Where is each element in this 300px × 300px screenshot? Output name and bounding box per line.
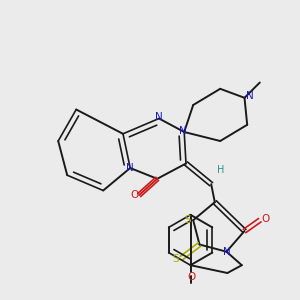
Text: O: O [188, 272, 196, 282]
Text: S: S [184, 214, 191, 225]
Text: O: O [261, 214, 269, 224]
Text: O: O [130, 190, 139, 200]
Text: N: N [223, 247, 231, 257]
Text: N: N [126, 163, 134, 173]
Text: N: N [179, 125, 187, 136]
Text: N: N [155, 112, 163, 122]
Text: H: H [217, 165, 224, 175]
Text: N: N [246, 91, 254, 101]
Text: S: S [173, 254, 179, 265]
